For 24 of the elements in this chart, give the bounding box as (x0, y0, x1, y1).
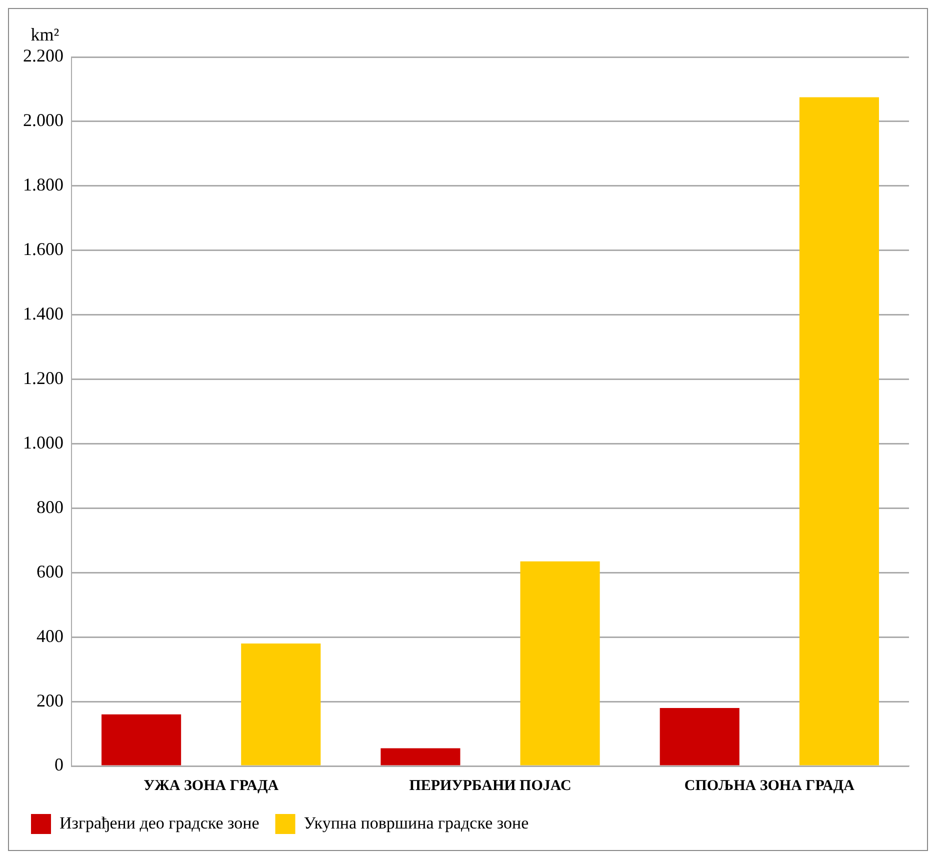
x-tick-label: ПЕРИУРБАНИ ПОЈАС (409, 778, 572, 794)
legend-label: Укупна површина градске зоне (304, 813, 529, 832)
x-tick-label: СПОЉНА ЗОНА ГРАДА (684, 778, 855, 794)
y-tick-label: 1.800 (23, 174, 64, 195)
y-tick-label: 1.600 (23, 239, 64, 260)
y-tick-label: 800 (36, 496, 64, 517)
y-tick-label: 2.200 (23, 46, 64, 66)
y-tick-label: 200 (36, 690, 64, 710)
y-tick-label: 400 (36, 626, 64, 646)
y-tick-label: 600 (36, 561, 64, 582)
legend-label: Изграђени део градске зоне (60, 813, 260, 832)
bar (520, 561, 600, 766)
bar (799, 97, 879, 766)
y-tick-label: 1.200 (23, 368, 64, 388)
bar (102, 714, 182, 766)
y-tick-label: 1.000 (23, 432, 64, 452)
y-tick-label: 2.000 (23, 110, 64, 130)
y-tick-label: 1.400 (23, 304, 64, 324)
bar (660, 708, 740, 766)
x-tick-label: УЖА ЗОНА ГРАДА (144, 778, 279, 794)
bar (380, 748, 460, 766)
y-tick-label: 0 (54, 754, 64, 775)
bar (241, 644, 321, 766)
y-axis-title: km² (30, 24, 60, 45)
